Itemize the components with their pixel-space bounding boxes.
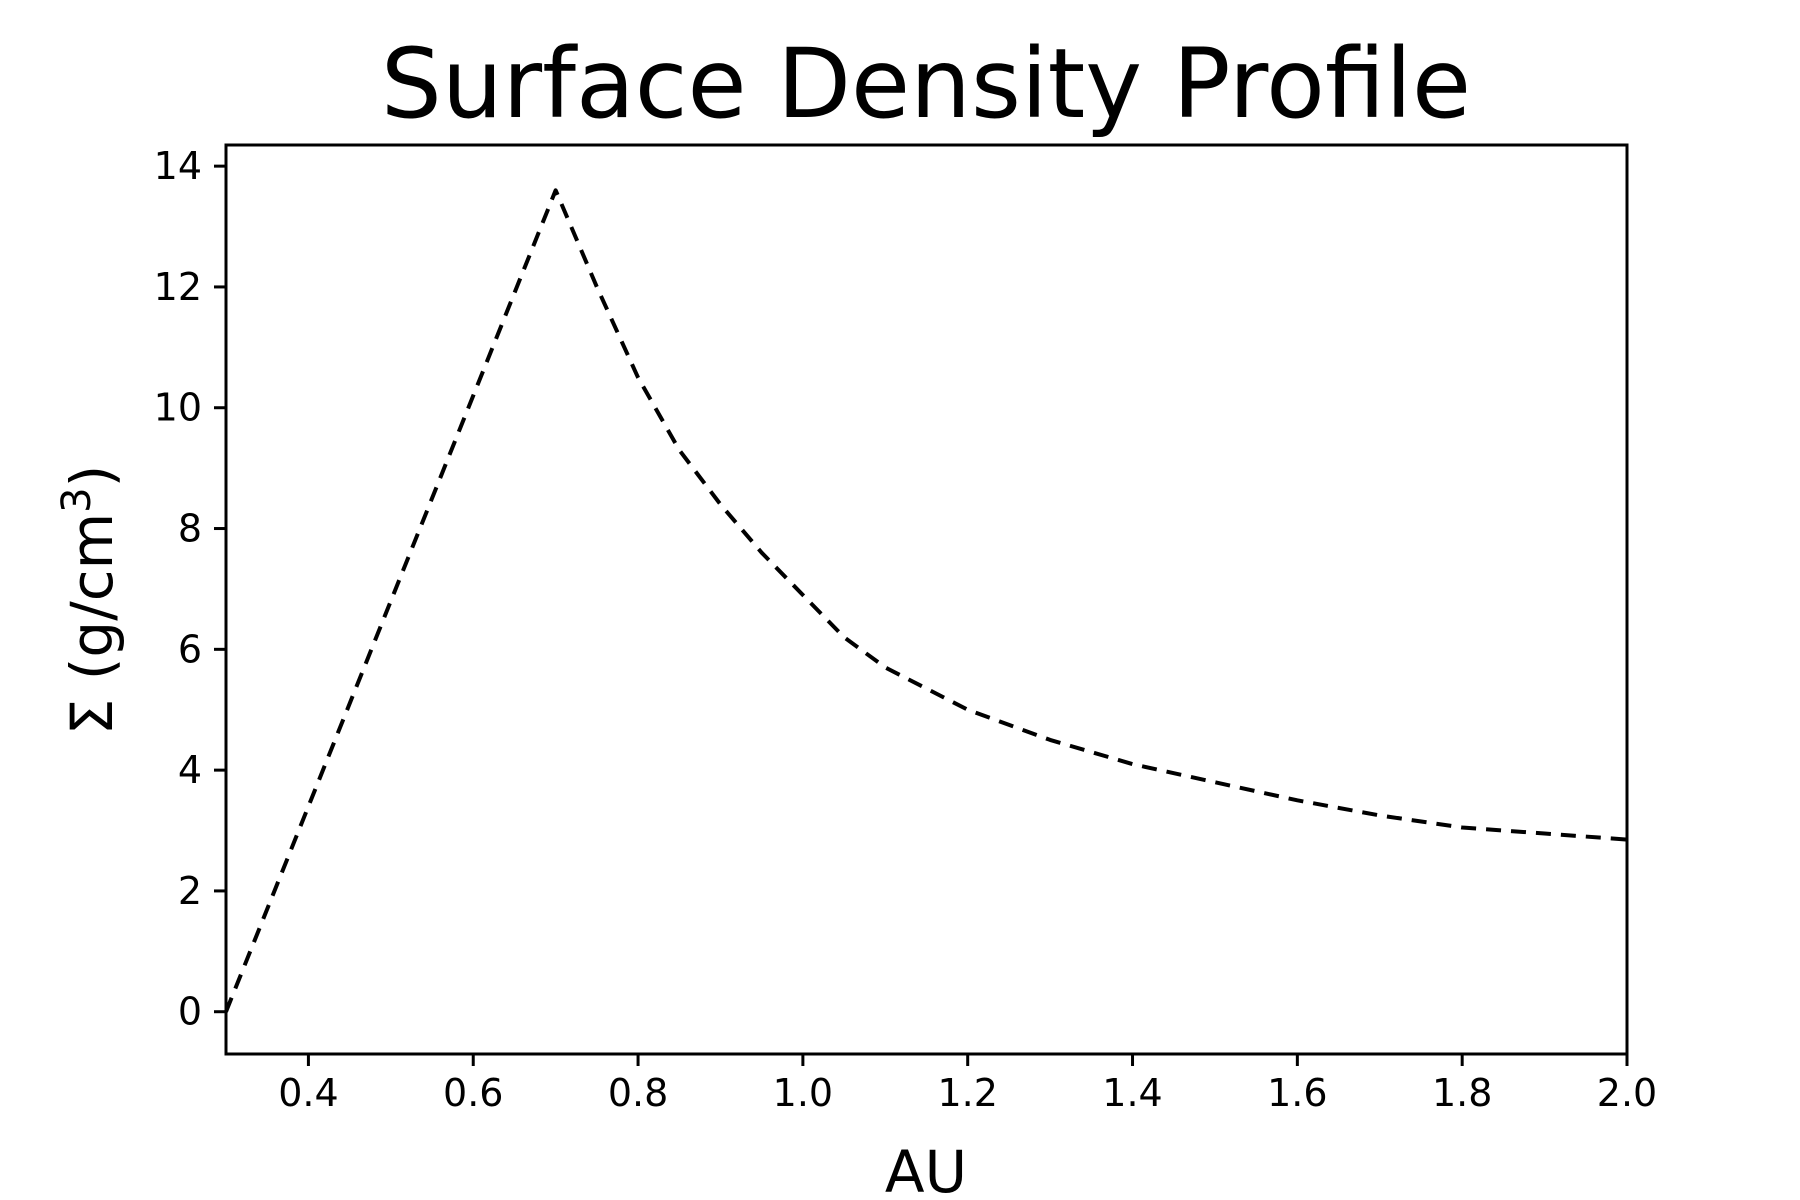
y-axis-label-superscript: 3 bbox=[54, 487, 100, 512]
x-tick-label: 2.0 bbox=[1597, 1071, 1657, 1115]
x-axis-ticks: 0.4 0.6 0.8 1.0 1.2 1.4 1.6 1.8 2.0 bbox=[278, 1054, 1657, 1115]
y-tick-label: 8 bbox=[178, 507, 202, 551]
chart-title: Surface Density Profile bbox=[381, 28, 1471, 140]
y-tick-label: 12 bbox=[154, 265, 202, 309]
y-tick-label: 14 bbox=[154, 144, 202, 188]
plot-area bbox=[224, 143, 1629, 1056]
y-axis-label-suffix: ) bbox=[58, 465, 126, 488]
y-axis-label: Σ (g/cm3) bbox=[54, 465, 126, 736]
y-tick-label: 10 bbox=[154, 386, 202, 430]
y-tick-label: 6 bbox=[178, 627, 202, 671]
x-tick-label: 1.2 bbox=[937, 1071, 997, 1115]
y-tick-label: 0 bbox=[178, 990, 202, 1034]
x-tick-label: 1.8 bbox=[1432, 1071, 1492, 1115]
x-tick-label: 0.8 bbox=[608, 1071, 668, 1115]
x-tick-label: 1.6 bbox=[1267, 1071, 1327, 1115]
x-tick-label: 1.4 bbox=[1102, 1071, 1162, 1115]
y-axis-label-text: Σ (g/cm bbox=[58, 513, 126, 735]
y-tick-label: 4 bbox=[178, 748, 202, 792]
y-axis-ticks: 0 2 4 6 8 10 12 14 bbox=[154, 144, 226, 1034]
x-axis-label: AU bbox=[885, 1138, 967, 1200]
x-tick-label: 0.6 bbox=[443, 1071, 503, 1115]
x-tick-label: 0.4 bbox=[278, 1071, 338, 1115]
surface-density-line bbox=[224, 188, 1628, 1013]
y-tick-label: 2 bbox=[178, 869, 202, 913]
x-tick-label: 1.0 bbox=[773, 1071, 833, 1115]
